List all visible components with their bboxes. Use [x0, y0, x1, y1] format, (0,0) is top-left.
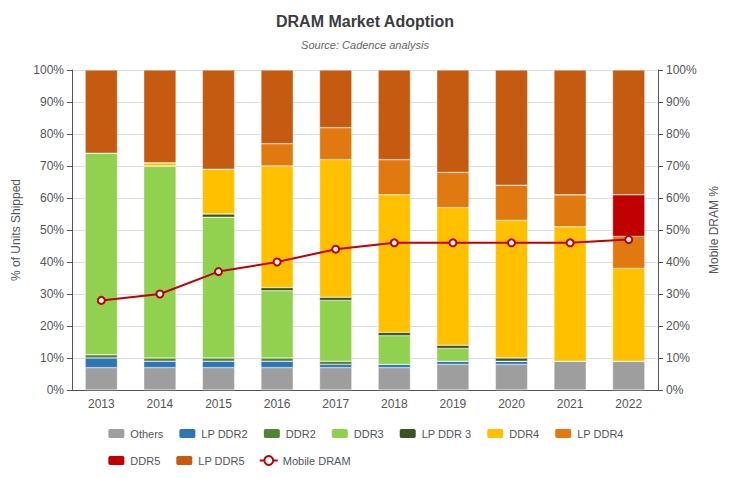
svg-text:30%: 30% — [40, 287, 64, 301]
svg-text:20%: 20% — [666, 319, 690, 333]
svg-text:2014: 2014 — [147, 397, 174, 411]
svg-text:10%: 10% — [666, 351, 690, 365]
svg-text:0%: 0% — [666, 383, 684, 397]
svg-text:0%: 0% — [47, 383, 65, 397]
svg-text:80%: 80% — [40, 127, 64, 141]
svg-text:Source: Cadence analysis: Source: Cadence analysis — [301, 39, 429, 51]
svg-text:2016: 2016 — [264, 397, 291, 411]
svg-text:LP DDR5: LP DDR5 — [198, 455, 244, 467]
svg-text:80%: 80% — [666, 127, 690, 141]
svg-text:2022: 2022 — [615, 397, 642, 411]
svg-text:2021: 2021 — [557, 397, 584, 411]
svg-text:LP DDR2: LP DDR2 — [201, 428, 247, 440]
svg-text:90%: 90% — [40, 95, 64, 109]
svg-text:2015: 2015 — [205, 397, 232, 411]
svg-text:2017: 2017 — [322, 397, 349, 411]
svg-text:90%: 90% — [666, 95, 690, 109]
svg-text:70%: 70% — [40, 159, 64, 173]
svg-text:Others: Others — [130, 428, 164, 440]
svg-text:2019: 2019 — [440, 397, 467, 411]
svg-text:LP DDR4: LP DDR4 — [577, 428, 623, 440]
svg-text:100%: 100% — [33, 63, 64, 77]
svg-text:40%: 40% — [666, 255, 690, 269]
svg-text:20%: 20% — [40, 319, 64, 333]
svg-text:70%: 70% — [666, 159, 690, 173]
svg-text:50%: 50% — [666, 223, 690, 237]
svg-text:40%: 40% — [40, 255, 64, 269]
svg-text:2013: 2013 — [88, 397, 115, 411]
svg-text:Mobile DRAM %: Mobile DRAM % — [707, 186, 721, 274]
svg-text:DDR5: DDR5 — [130, 455, 160, 467]
svg-text:LP DDR 3: LP DDR 3 — [422, 428, 471, 440]
svg-text:Mobile DRAM: Mobile DRAM — [283, 455, 351, 467]
svg-text:10%: 10% — [40, 351, 64, 365]
svg-text:30%: 30% — [666, 287, 690, 301]
svg-text:100%: 100% — [666, 63, 697, 77]
svg-text:DDR4: DDR4 — [509, 428, 539, 440]
svg-text:60%: 60% — [666, 191, 690, 205]
svg-text:DDR3: DDR3 — [354, 428, 384, 440]
svg-text:DDR2: DDR2 — [286, 428, 316, 440]
svg-text:% of Units Shipped: % of Units Shipped — [9, 179, 23, 281]
svg-text:60%: 60% — [40, 191, 64, 205]
svg-text:2020: 2020 — [498, 397, 525, 411]
svg-text:50%: 50% — [40, 223, 64, 237]
svg-text:2018: 2018 — [381, 397, 408, 411]
svg-text:DRAM Market Adoption: DRAM Market Adoption — [276, 13, 454, 30]
